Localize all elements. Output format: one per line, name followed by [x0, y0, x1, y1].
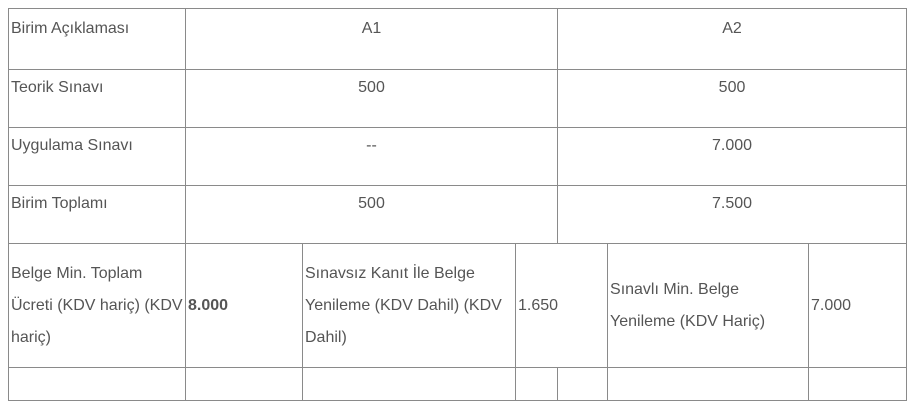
- min-total-value: 8.000: [188, 296, 229, 314]
- fee-table: Birim Açıklaması A1 A2 Teorik Sınavı 500…: [8, 8, 908, 401]
- header-row: Birim Açıklaması A1 A2: [8, 8, 908, 70]
- a1-value: --: [184, 127, 559, 186]
- empty-cell: [8, 367, 186, 401]
- renewal-no-exam-value: 1.650: [514, 243, 609, 368]
- table-row: Uygulama Sınavı -- 7.000: [8, 127, 908, 186]
- a2-value: 7.000: [557, 127, 908, 186]
- row-label: Uygulama Sınavı: [8, 127, 186, 186]
- a2-value: 500: [557, 69, 908, 128]
- renewal-exam-value: 7.000: [808, 243, 908, 368]
- empty-cell: [808, 367, 908, 401]
- a1-value: 500: [184, 185, 559, 244]
- empty-cell: [302, 367, 516, 401]
- a1-value: 500: [184, 69, 559, 128]
- empty-row: [8, 367, 908, 401]
- renewal-exam-label: Sınavlı Min. Belge Yenileme (KDV Hariç): [607, 243, 810, 368]
- empty-cell: [557, 367, 609, 401]
- row-label: Teorik Sınavı: [8, 69, 186, 128]
- empty-cell: [185, 367, 303, 401]
- renewal-no-exam-label: Sınavsız Kanıt İle Belge Yenileme (KDV D…: [302, 243, 516, 368]
- empty-cell: [514, 367, 559, 401]
- summary-row: Belge Min. Toplam Ücreti (KDV hariç) (KD…: [8, 243, 908, 368]
- row-label: Birim Toplamı: [8, 185, 186, 244]
- a2-value: 7.500: [557, 185, 908, 244]
- table-row: Teorik Sınavı 500 500: [8, 69, 908, 128]
- header-a2: A2: [557, 8, 908, 70]
- header-label: Birim Açıklaması: [8, 8, 186, 70]
- table-row: Birim Toplamı 500 7.500: [8, 185, 908, 244]
- header-a1: A1: [184, 8, 559, 70]
- empty-cell: [607, 367, 810, 401]
- min-total-label: Belge Min. Toplam Ücreti (KDV hariç) (KD…: [8, 243, 186, 368]
